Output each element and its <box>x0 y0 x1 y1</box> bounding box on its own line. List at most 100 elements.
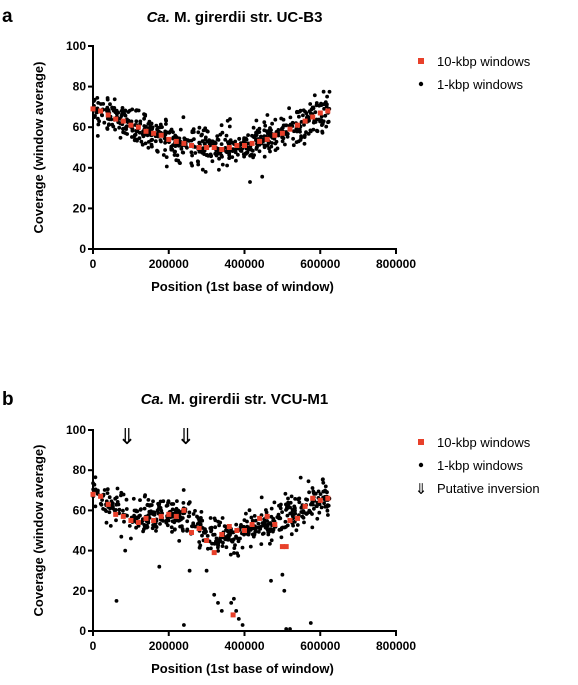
data-point-1kbp <box>119 493 123 498</box>
data-point-10kbp <box>113 116 119 122</box>
data-point-1kbp <box>323 488 327 493</box>
data-point-1kbp <box>284 130 288 134</box>
data-point-1kbp <box>208 516 213 520</box>
legend-marker-dot <box>418 462 424 468</box>
data-point-1kbp <box>246 529 251 534</box>
inversion-arrow-annotation: ⇓ <box>118 424 136 449</box>
data-point-1kbp <box>222 524 227 528</box>
series-1kbp-points <box>92 89 332 184</box>
data-point-10kbp <box>310 114 316 120</box>
data-point-1kbp <box>134 119 139 124</box>
data-point-1kbp <box>289 494 294 499</box>
data-point-10kbp <box>226 524 232 529</box>
data-point-1kbp <box>248 544 253 549</box>
data-point-1kbp <box>125 132 129 136</box>
data-point-10kbp <box>196 526 202 531</box>
data-point-1kbp <box>262 120 267 125</box>
data-point-1kbp <box>297 496 302 501</box>
data-point-1kbp <box>302 135 307 140</box>
data-point-1kbp <box>211 532 216 537</box>
data-point-1kbp <box>196 159 201 164</box>
data-point-1kbp <box>228 552 233 557</box>
data-point-1kbp <box>220 162 225 167</box>
data-point-1kbp <box>203 170 208 174</box>
data-point-1kbp <box>109 117 114 122</box>
data-point-1kbp <box>301 510 306 515</box>
data-point-1kbp-outlier <box>216 601 220 605</box>
data-point-1kbp <box>252 532 257 537</box>
data-point-1kbp <box>264 129 269 134</box>
y-tick-label: 80 <box>73 463 87 477</box>
data-point-1kbp <box>217 156 222 161</box>
data-point-1kbp <box>283 519 288 524</box>
data-point-1kbp <box>279 116 284 121</box>
data-point-10kbp <box>242 143 247 148</box>
data-point-1kbp <box>134 108 138 113</box>
data-point-1kbp <box>100 113 104 118</box>
data-point-1kbp <box>219 142 224 147</box>
data-point-1kbp <box>227 124 232 129</box>
data-point-1kbp <box>91 487 96 492</box>
data-point-1kbp <box>168 129 173 133</box>
data-point-1kbp <box>105 97 110 102</box>
data-point-1kbp <box>231 147 235 152</box>
data-point-1kbp <box>259 542 264 546</box>
data-point-1kbp <box>143 493 148 498</box>
data-point-1kbp <box>225 118 230 123</box>
data-point-1kbp <box>259 495 264 500</box>
data-point-1kbp <box>280 139 285 144</box>
data-point-1kbp <box>138 119 143 124</box>
y-axis-label: Coverage (window average) <box>31 445 46 617</box>
data-point-1kbp-outlier <box>182 623 186 627</box>
data-point-1kbp <box>302 520 306 525</box>
x-tick-label: 0 <box>90 257 97 271</box>
chart-title-rest: M. girerdii str. UC-B3 <box>170 9 323 26</box>
data-point-1kbp <box>225 163 230 168</box>
data-point-1kbp <box>310 525 315 530</box>
data-point-1kbp <box>96 101 101 105</box>
data-point-1kbp <box>277 503 281 508</box>
data-point-1kbp <box>290 510 294 515</box>
data-point-1kbp <box>92 482 97 487</box>
data-point-1kbp <box>137 514 142 518</box>
data-point-1kbp <box>248 180 252 184</box>
data-point-1kbp <box>269 144 274 149</box>
data-point-1kbp <box>279 526 284 530</box>
data-point-1kbp <box>191 512 196 516</box>
data-point-1kbp <box>197 540 202 544</box>
data-point-1kbp <box>177 539 182 543</box>
legend-label: 1-kbp windows <box>437 77 523 92</box>
data-point-1kbp <box>105 487 110 492</box>
data-point-1kbp <box>166 500 171 505</box>
data-point-1kbp <box>163 148 168 152</box>
data-point-1kbp <box>235 551 240 556</box>
data-point-1kbp <box>151 499 155 504</box>
data-point-1kbp <box>184 137 188 142</box>
data-point-1kbp <box>200 526 205 530</box>
data-point-1kbp <box>181 150 186 155</box>
legend-marker-square <box>418 58 424 64</box>
data-point-1kbp <box>262 154 267 159</box>
data-point-1kbp <box>218 132 223 137</box>
data-point-1kbp <box>121 126 125 131</box>
data-point-1kbp <box>291 523 295 528</box>
data-point-1kbp <box>284 508 288 512</box>
data-point-10kbp <box>98 108 104 114</box>
data-point-1kbp <box>321 89 326 94</box>
data-point-1kbp <box>153 139 158 144</box>
data-point-1kbp <box>142 523 147 527</box>
data-point-1kbp <box>174 506 179 511</box>
data-point-10kbp <box>272 132 278 138</box>
data-point-1kbp <box>141 529 146 534</box>
data-point-1kbp <box>212 541 217 546</box>
data-point-1kbp <box>130 128 135 133</box>
data-point-1kbp <box>251 125 256 130</box>
data-point-1kbp <box>221 540 225 545</box>
data-point-1kbp <box>301 113 305 118</box>
data-point-1kbp <box>316 489 321 494</box>
data-point-10kbp <box>264 136 270 142</box>
y-tick-label: 100 <box>66 39 86 53</box>
data-point-1kbp-outlier <box>308 621 313 625</box>
data-point-1kbp <box>155 149 160 154</box>
data-point-1kbp <box>249 152 254 157</box>
